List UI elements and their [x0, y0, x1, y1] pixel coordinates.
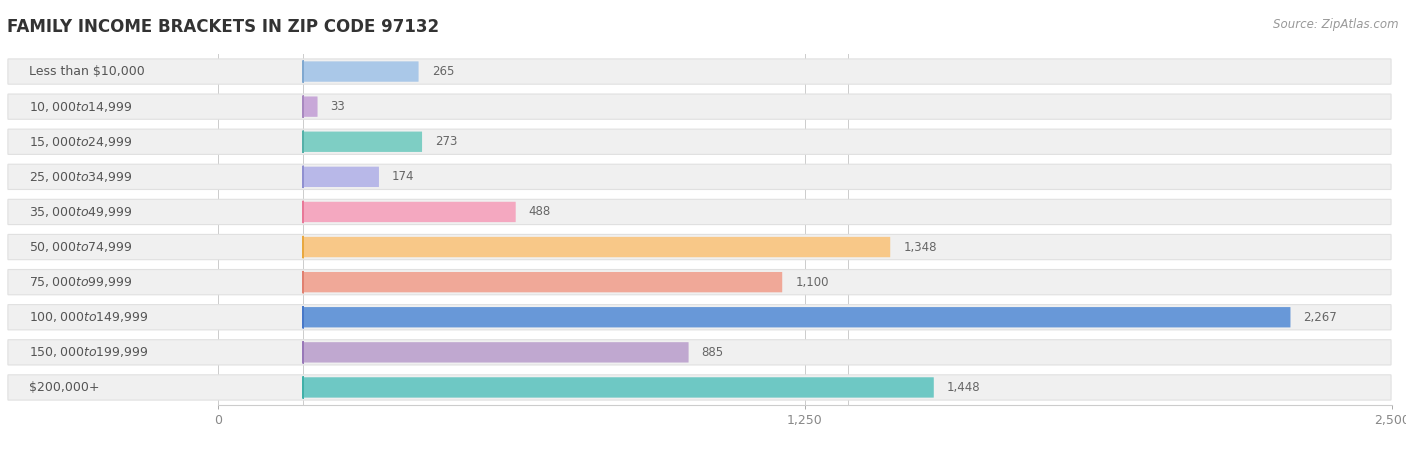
Text: Source: ZipAtlas.com: Source: ZipAtlas.com [1274, 18, 1399, 31]
Text: $25,000 to $34,999: $25,000 to $34,999 [28, 170, 132, 184]
Text: $100,000 to $149,999: $100,000 to $149,999 [28, 310, 148, 324]
Text: $200,000+: $200,000+ [28, 381, 100, 394]
FancyBboxPatch shape [304, 237, 890, 257]
Text: FAMILY INCOME BRACKETS IN ZIP CODE 97132: FAMILY INCOME BRACKETS IN ZIP CODE 97132 [7, 18, 439, 36]
FancyBboxPatch shape [304, 307, 1291, 328]
FancyBboxPatch shape [304, 96, 318, 117]
Text: Less than $10,000: Less than $10,000 [28, 65, 145, 78]
FancyBboxPatch shape [8, 164, 1391, 189]
Text: 2,267: 2,267 [1303, 311, 1337, 324]
FancyBboxPatch shape [304, 342, 689, 363]
Text: 174: 174 [392, 171, 415, 183]
Text: $75,000 to $99,999: $75,000 to $99,999 [28, 275, 132, 289]
Text: 1,348: 1,348 [903, 241, 936, 253]
Text: 273: 273 [434, 135, 457, 148]
Text: 885: 885 [702, 346, 724, 359]
FancyBboxPatch shape [8, 94, 1391, 119]
FancyBboxPatch shape [8, 199, 1391, 225]
FancyBboxPatch shape [8, 234, 1391, 260]
Text: $50,000 to $74,999: $50,000 to $74,999 [28, 240, 132, 254]
FancyBboxPatch shape [8, 305, 1391, 330]
FancyBboxPatch shape [8, 375, 1391, 400]
FancyBboxPatch shape [8, 270, 1391, 295]
FancyBboxPatch shape [304, 272, 782, 292]
Text: 265: 265 [432, 65, 454, 78]
FancyBboxPatch shape [8, 340, 1391, 365]
FancyBboxPatch shape [8, 59, 1391, 84]
Text: 488: 488 [529, 206, 551, 218]
FancyBboxPatch shape [304, 166, 380, 187]
FancyBboxPatch shape [304, 61, 419, 82]
Text: $150,000 to $199,999: $150,000 to $199,999 [28, 345, 148, 360]
Text: $15,000 to $24,999: $15,000 to $24,999 [28, 135, 132, 149]
Text: 1,100: 1,100 [796, 276, 828, 288]
FancyBboxPatch shape [8, 129, 1391, 154]
FancyBboxPatch shape [304, 377, 934, 398]
Text: $10,000 to $14,999: $10,000 to $14,999 [28, 99, 132, 114]
Text: 33: 33 [330, 100, 346, 113]
FancyBboxPatch shape [304, 131, 422, 152]
Text: 1,448: 1,448 [946, 381, 980, 394]
Text: $35,000 to $49,999: $35,000 to $49,999 [28, 205, 132, 219]
FancyBboxPatch shape [304, 202, 516, 222]
